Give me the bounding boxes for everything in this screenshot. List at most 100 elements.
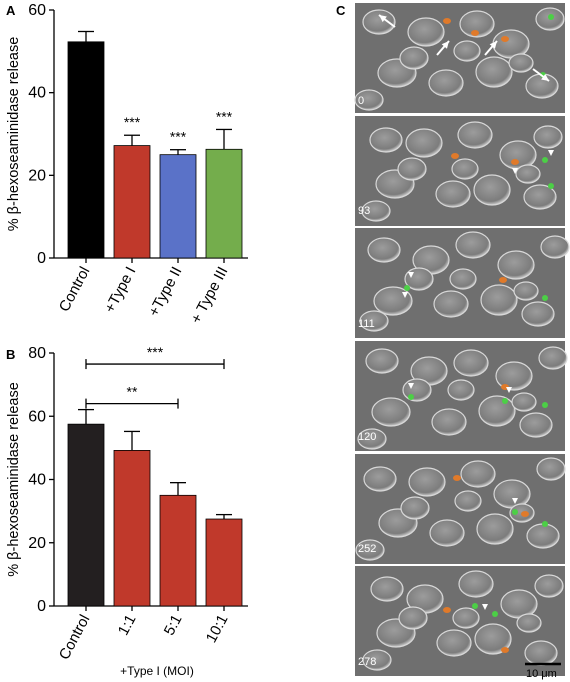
- timelapse-frame: [355, 228, 570, 338]
- cell: [475, 56, 513, 88]
- green-particle: [542, 295, 548, 301]
- arrowhead-marker: [506, 387, 512, 393]
- cell: [521, 301, 555, 327]
- bar: [67, 41, 105, 259]
- y-tick-label: 0: [37, 250, 46, 267]
- cell: [523, 184, 557, 210]
- cell: [519, 412, 553, 438]
- cell: [455, 231, 491, 259]
- arrowhead-marker: [402, 292, 408, 298]
- green-particle: [542, 521, 548, 527]
- cell: [359, 310, 389, 332]
- cell: [357, 428, 387, 450]
- cell: [526, 523, 560, 549]
- green-particle: [472, 603, 478, 609]
- frame-time-label: 111: [358, 318, 375, 330]
- arrowhead-marker: [548, 150, 554, 156]
- cell: [478, 395, 516, 427]
- cell: [436, 629, 472, 657]
- y-tick-label: 20: [28, 167, 46, 184]
- y-tick-label: 60: [28, 408, 46, 425]
- green-particle: [408, 394, 414, 400]
- cell: [515, 164, 541, 184]
- cell: [435, 180, 471, 208]
- cell: [367, 237, 401, 263]
- bar: [205, 148, 243, 259]
- significance-label: ***: [170, 129, 187, 145]
- cell: [431, 408, 467, 436]
- timelapse-frame: [354, 3, 565, 113]
- cell: [524, 640, 558, 666]
- cell: [511, 392, 537, 412]
- cell: [459, 10, 495, 38]
- green-particle: [542, 402, 548, 408]
- bar: [159, 154, 197, 259]
- orange-particle: [451, 153, 459, 159]
- green-particle: [404, 285, 410, 291]
- green-particle: [512, 509, 518, 515]
- cell: [407, 17, 445, 47]
- cell: [451, 158, 479, 180]
- y-tick-label: 40: [28, 472, 46, 489]
- cell: [408, 467, 446, 497]
- timelapse-frame: [355, 341, 568, 451]
- significance-label: ***: [216, 108, 233, 124]
- cell: [361, 200, 391, 222]
- cell: [533, 125, 563, 149]
- frame-time-label: 120: [358, 431, 377, 443]
- frame-time-label: 278: [358, 656, 377, 668]
- green-particle: [548, 183, 554, 189]
- y-tick-label: 0: [37, 598, 46, 615]
- bar: [205, 518, 243, 607]
- arrow-marker: [378, 14, 396, 28]
- y-axis-label: % β-hexoseaminidase release: [6, 37, 22, 232]
- panel-letter-b: B: [6, 347, 16, 362]
- y-tick-label: 80: [28, 345, 46, 362]
- cell: [354, 89, 384, 111]
- orange-particle: [471, 30, 479, 36]
- cell: [370, 576, 404, 602]
- significance-label: ***: [124, 114, 141, 130]
- bar: [67, 423, 105, 607]
- cell: [399, 46, 429, 70]
- green-particle: [548, 14, 554, 20]
- arrowhead-marker: [408, 383, 414, 389]
- cell: [508, 53, 534, 73]
- cell: [516, 613, 542, 633]
- cell: [402, 378, 432, 402]
- arrowhead-marker: [482, 604, 488, 610]
- cell: [398, 606, 428, 630]
- panel-letter-a: A: [6, 3, 16, 18]
- cell: [536, 457, 566, 481]
- cell: [400, 496, 430, 520]
- cell: [363, 466, 397, 492]
- cell: [362, 9, 396, 35]
- y-tick-label: 20: [28, 535, 46, 552]
- arrowhead-marker: [512, 498, 518, 504]
- cell: [397, 157, 427, 181]
- arrow-marker: [532, 68, 550, 82]
- cell: [473, 174, 511, 206]
- cell: [433, 290, 469, 318]
- cell: [540, 235, 570, 259]
- x-axis-label: +Type I (MOI): [120, 664, 194, 678]
- arrow-marker: [436, 40, 450, 56]
- frame-time-label: 252: [358, 543, 377, 555]
- orange-particle: [443, 18, 451, 24]
- orange-particle: [499, 277, 507, 283]
- cell: [480, 284, 518, 316]
- orange-particle: [453, 475, 461, 481]
- timelapse-frame: [355, 116, 565, 226]
- cell: [405, 128, 443, 158]
- significance-label: **: [127, 384, 138, 400]
- cell: [428, 69, 464, 97]
- orange-particle: [511, 159, 519, 165]
- cell: [534, 574, 564, 598]
- significance-label: ***: [147, 344, 164, 360]
- orange-particle: [443, 607, 451, 613]
- arrowhead-marker: [512, 168, 518, 174]
- cell: [495, 361, 533, 391]
- cell: [453, 349, 489, 377]
- green-particle: [542, 157, 548, 163]
